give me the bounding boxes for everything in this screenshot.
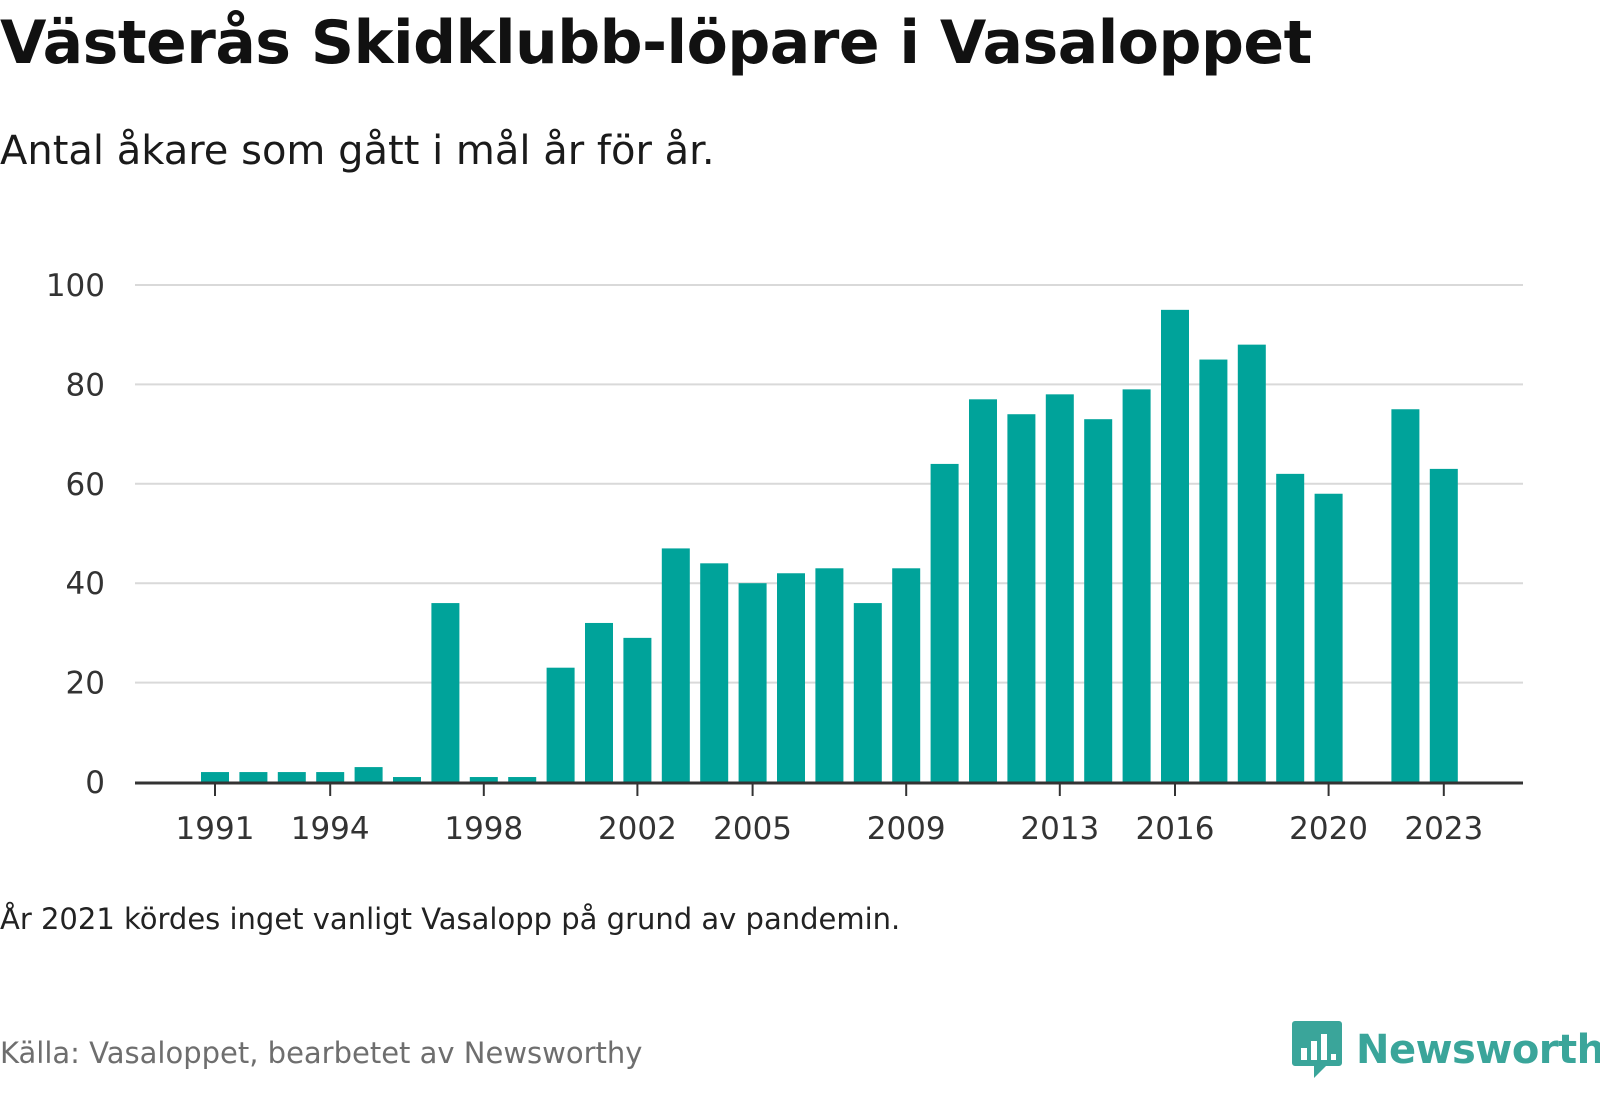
bar-2001 [585, 622, 613, 782]
bar-2013 [1045, 394, 1074, 782]
bar-2018 [1237, 344, 1266, 782]
x-axis [135, 781, 1523, 796]
bar-2010 [930, 463, 959, 782]
logo-text: Newsworthy [1356, 1027, 1600, 1073]
y-tick-label: 100 [46, 268, 105, 304]
bar-1991 [201, 772, 229, 782]
y-tick-label: 60 [66, 467, 105, 503]
bar-2023 [1429, 468, 1458, 782]
bar-1995 [354, 767, 383, 782]
chart-title: Västerås Skidklubb-löpare i Vasaloppet [0, 8, 1312, 78]
x-tick-label: 1998 [444, 811, 523, 847]
bar-2004 [700, 563, 729, 782]
bar-2000 [546, 667, 575, 782]
y-tick-label: 0 [85, 765, 105, 801]
bar-chart-speech-bubble-icon [1292, 1021, 1342, 1078]
bar-2003 [661, 548, 690, 782]
bar-1998 [469, 777, 498, 782]
bar-1993 [277, 772, 306, 782]
footnote: År 2021 kördes inget vanligt Vasalopp på… [0, 902, 901, 936]
bar-2016 [1161, 309, 1189, 782]
bar-2017 [1199, 359, 1228, 782]
x-tick-label: 2005 [713, 811, 792, 847]
bar-2022 [1391, 409, 1420, 782]
bar-2008 [853, 603, 882, 782]
bar-2002 [623, 637, 652, 782]
bar-2015 [1122, 389, 1151, 782]
source-credit: Källa: Vasaloppet, bearbetet av Newswort… [0, 1036, 643, 1070]
bar-1997 [431, 603, 460, 782]
bar-2011 [969, 399, 997, 782]
bar-2020 [1314, 493, 1343, 782]
newsworthy-logo: Newsworthy [1292, 1021, 1600, 1079]
x-tick-label: 2023 [1404, 811, 1483, 847]
y-tick-label: 40 [66, 566, 105, 602]
y-axis-labels: 0 20 40 60 80 100 [46, 268, 105, 801]
x-tick-label: 2016 [1136, 811, 1215, 847]
bar-1994 [316, 772, 345, 782]
bar-2019 [1276, 473, 1305, 782]
bar-chart: 0 20 40 60 80 100 1991 1994 1998 2002 2005 2009 201… [46, 268, 1523, 847]
bar-1996 [393, 777, 421, 782]
x-tick-label: 1994 [291, 811, 370, 847]
bar-2005 [738, 583, 767, 782]
x-tick-label: 2020 [1289, 811, 1368, 847]
x-axis-labels: 1991 1994 1998 2002 2005 2009 2013 2016 2020 2023 [176, 811, 1484, 847]
bar-2007 [815, 568, 844, 782]
bar-1999 [508, 777, 537, 782]
x-tick-label: 2013 [1020, 811, 1099, 847]
bar-2009 [892, 568, 921, 782]
x-tick-label: 2009 [867, 811, 946, 847]
bar-2012 [1007, 414, 1036, 782]
x-tick-label: 1991 [176, 811, 255, 847]
y-tick-label: 80 [66, 367, 105, 403]
bars [201, 309, 1458, 782]
bar-2006 [777, 573, 805, 782]
bar-1992 [239, 772, 268, 782]
x-tick-label: 2002 [598, 811, 677, 847]
bar-2014 [1084, 419, 1113, 782]
y-tick-label: 20 [66, 666, 105, 702]
chart-subtitle: Antal åkare som gått i mål år för år. [0, 128, 715, 174]
